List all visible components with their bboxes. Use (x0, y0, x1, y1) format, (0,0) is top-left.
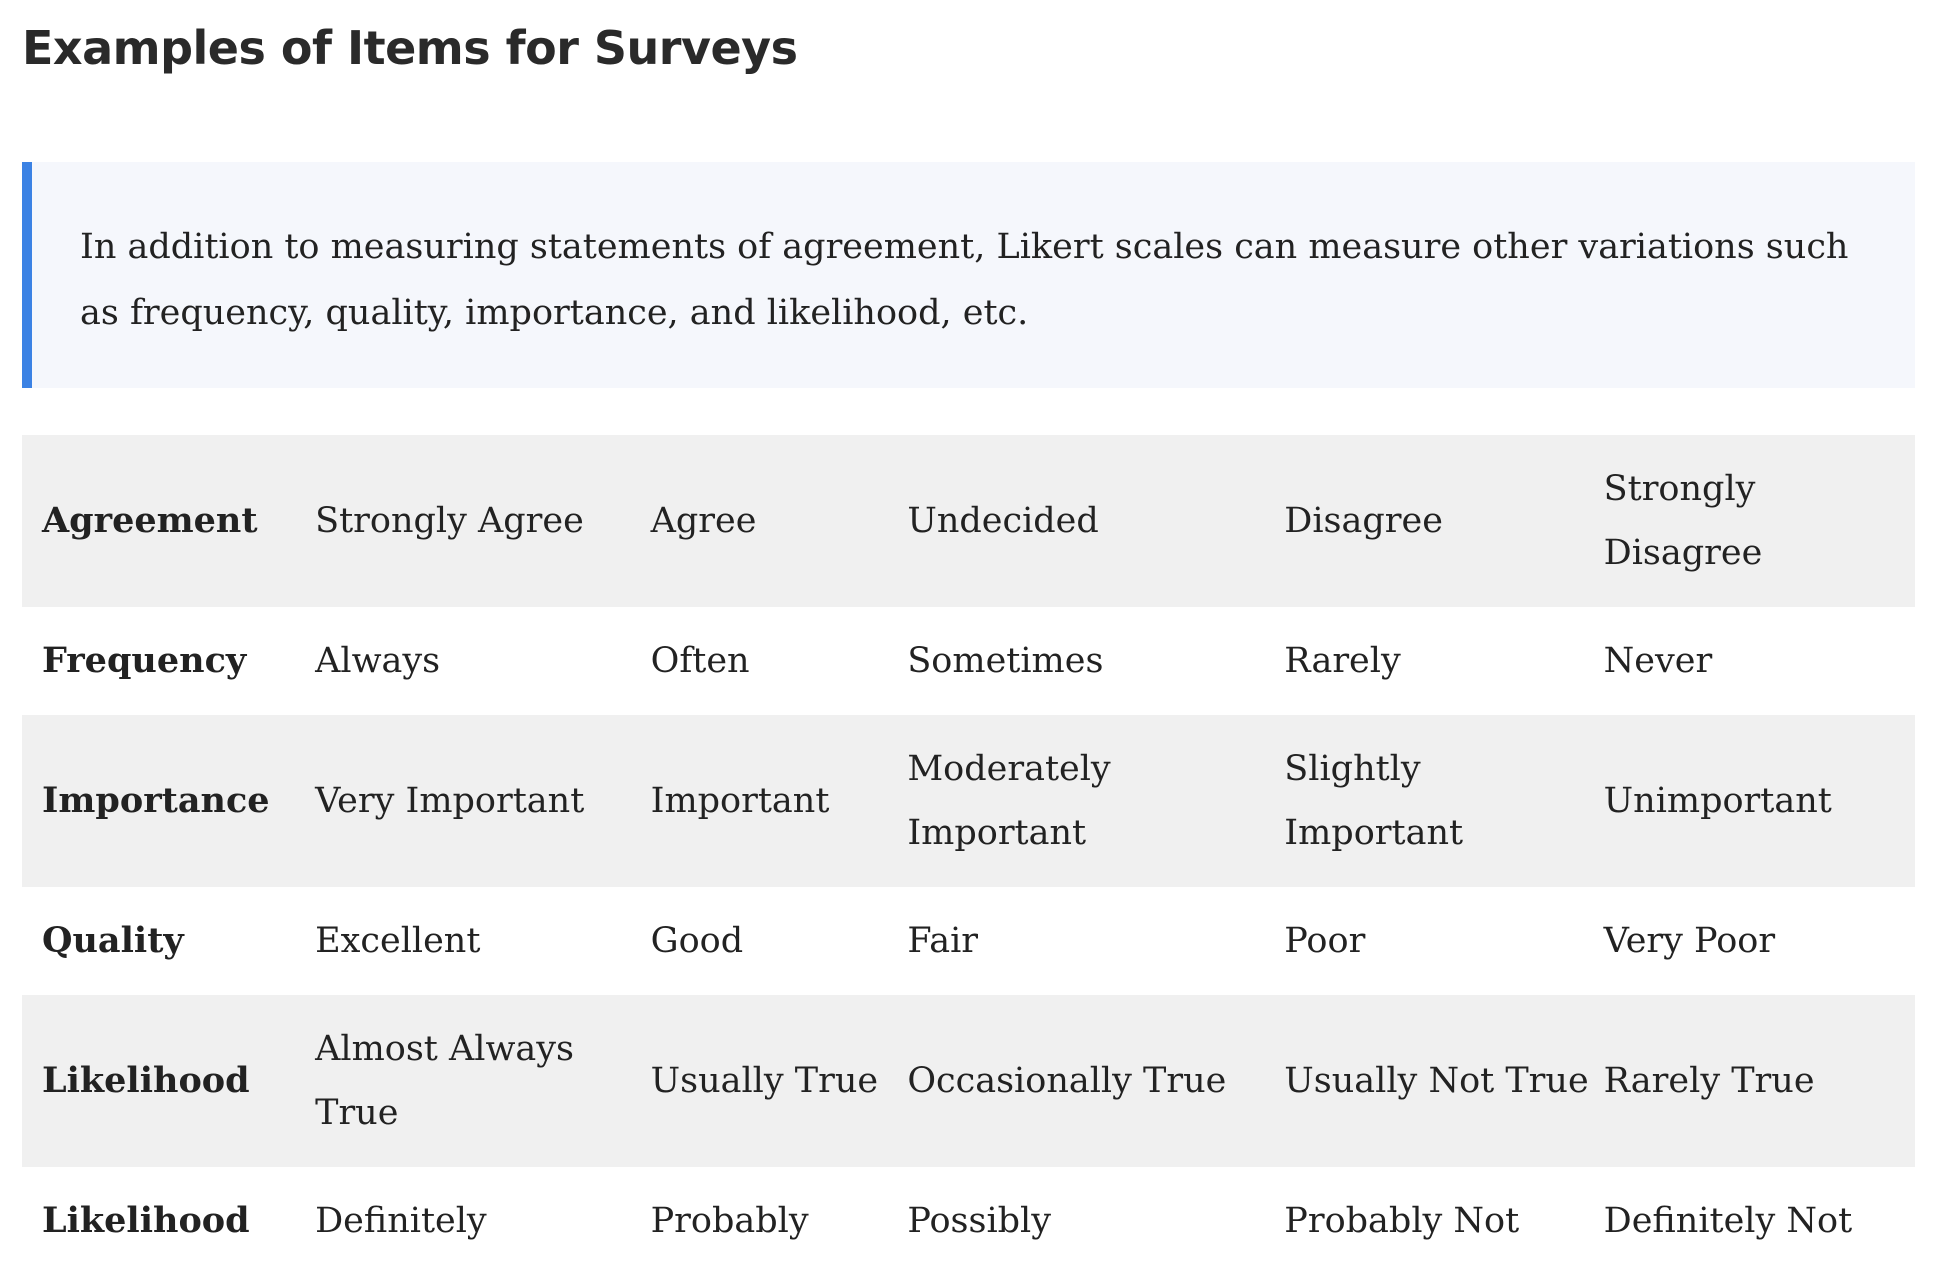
table-row: Likelihood Definitely Probably Possibly … (22, 1167, 1915, 1275)
table-cell: Often (650, 641, 750, 681)
table-cell: Rarely True (1603, 995, 1915, 1167)
table-cell: Rarely (1284, 641, 1401, 681)
table-cell: Good (650, 921, 744, 961)
article-section: Examples of Items for Surveys In additio… (22, 0, 1915, 1275)
table-cell: Occasionally True (907, 995, 1285, 1167)
row-label: Likelihood (42, 1200, 250, 1241)
table-cell: Unimportant (1603, 715, 1915, 887)
table-cell: Excellent (315, 921, 481, 961)
table-cell: Definitely (315, 1201, 487, 1241)
table-cell: Undecided (907, 435, 1285, 607)
table-cell: Slightly Important (1284, 715, 1604, 887)
table-cell: Always (315, 641, 441, 681)
table-cell: Sometimes (907, 641, 1104, 681)
table-cell: Probably (650, 1201, 809, 1241)
table-cell: Strongly Disagree (1603, 435, 1915, 607)
row-label: Importance (22, 715, 316, 887)
table-row: Agreement Strongly Agree Agree Undecided… (22, 435, 1915, 607)
table-cell: Fair (907, 921, 979, 961)
table-cell: Important (650, 715, 908, 887)
row-label: Frequency (42, 640, 247, 681)
table-row: Importance Very Important Important Mode… (22, 715, 1915, 887)
table-cell: Never (1603, 641, 1713, 681)
section-heading: Examples of Items for Surveys (22, 21, 798, 75)
table-cell: Possibly (907, 1201, 1052, 1241)
row-label: Quality (42, 920, 184, 961)
table-cell: Probably Not (1284, 1201, 1520, 1241)
table-cell: Agree (650, 435, 908, 607)
table-cell: Almost Always True (315, 995, 651, 1167)
table-cell: Disagree (1284, 435, 1604, 607)
table-cell: Very Poor (1603, 921, 1776, 961)
table-cell: Definitely Not (1603, 1201, 1853, 1241)
table-cell: Very Important (315, 715, 651, 887)
table-cell: Moderately Important (907, 715, 1285, 887)
row-label: Likelihood (22, 995, 316, 1167)
callout-text: In addition to measuring statements of a… (80, 227, 1849, 333)
table-cell: Poor (1284, 921, 1366, 961)
table-row: Frequency Always Often Sometimes Rarely … (22, 607, 1915, 715)
table-cell: Strongly Agree (315, 435, 651, 607)
table-cell: Usually Not True (1284, 995, 1604, 1167)
table-row: Quality Excellent Good Fair Poor Very Po… (22, 887, 1915, 995)
survey-items-table: Agreement Strongly Agree Agree Undecided… (22, 435, 1915, 1275)
info-callout: In addition to measuring statements of a… (22, 162, 1915, 388)
row-label: Agreement (22, 435, 316, 607)
table-cell: Usually True (650, 995, 908, 1167)
table-row: Likelihood Almost Always True Usually Tr… (22, 995, 1915, 1167)
